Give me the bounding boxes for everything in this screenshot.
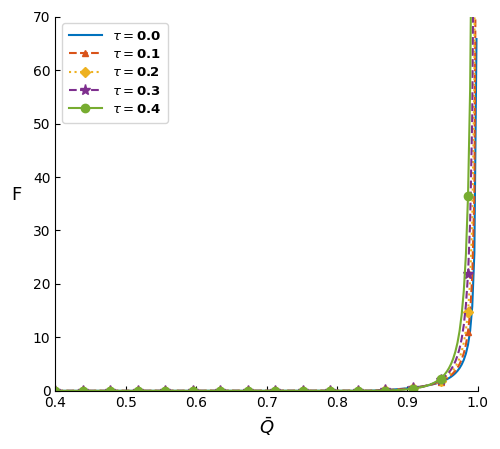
$\tau = \mathbf{0.1}$	[78, 388, 84, 394]
$\tau = \mathbf{0.1}$	[438, 379, 444, 384]
$\tau = \mathbf{0.3}$	[452, 359, 458, 364]
$\tau = \mathbf{0.2}$	[164, 388, 170, 394]
$\tau = \mathbf{0.0}$	[130, 388, 136, 394]
$\tau = \mathbf{0.1}$	[130, 388, 136, 394]
Line: $\tau = \mathbf{0.4}$: $\tau = \mathbf{0.4}$	[51, 0, 480, 395]
$\tau = \mathbf{0.4}$	[452, 349, 458, 355]
$\tau = \mathbf{0.2}$	[452, 365, 458, 370]
$\tau = \mathbf{0.2}$	[52, 388, 59, 394]
$\tau = \mathbf{0.0}$	[438, 379, 444, 385]
$\tau = \mathbf{0.3}$	[52, 388, 59, 394]
X-axis label: $\bar{Q}$: $\bar{Q}$	[259, 415, 274, 438]
$\tau = \mathbf{0.0}$	[78, 388, 84, 394]
Legend: $\tau = \mathbf{0.0}$, $\tau = \mathbf{0.1}$, $\tau = \mathbf{0.2}$, $\tau = \ma: $\tau = \mathbf{0.0}$, $\tau = \mathbf{0…	[62, 23, 168, 123]
$\tau = \mathbf{0.4}$	[78, 388, 84, 394]
Y-axis label: F: F	[11, 186, 22, 204]
$\tau = \mathbf{0.0}$	[164, 388, 170, 394]
Line: $\tau = \mathbf{0.3}$: $\tau = \mathbf{0.3}$	[50, 0, 482, 396]
$\tau = \mathbf{0.3}$	[164, 388, 170, 394]
$\tau = \mathbf{0.4}$	[70, 388, 75, 394]
$\tau = \mathbf{0.0}$	[452, 370, 458, 376]
$\tau = \mathbf{0.0}$	[70, 388, 75, 394]
$\tau = \mathbf{0.1}$	[164, 388, 170, 394]
$\tau = \mathbf{0.1}$	[52, 388, 59, 394]
$\tau = \mathbf{0.3}$	[438, 377, 444, 383]
$\tau = \mathbf{0.2}$	[70, 388, 75, 394]
$\tau = \mathbf{0.1}$	[452, 368, 458, 374]
Line: $\tau = \mathbf{0.1}$: $\tau = \mathbf{0.1}$	[52, 0, 480, 394]
$\tau = \mathbf{0.3}$	[70, 388, 75, 394]
$\tau = \mathbf{0.4}$	[130, 388, 136, 394]
$\tau = \mathbf{0.4}$	[438, 376, 444, 381]
$\tau = \mathbf{0.3}$	[78, 388, 84, 394]
$\tau = \mathbf{0.2}$	[130, 388, 136, 394]
$\tau = \mathbf{0.0}$	[52, 388, 59, 394]
$\tau = \mathbf{0.4}$	[164, 388, 170, 394]
Line: $\tau = \mathbf{0.2}$: $\tau = \mathbf{0.2}$	[52, 0, 480, 394]
$\tau = \mathbf{0.1}$	[70, 388, 75, 394]
$\tau = \mathbf{0.2}$	[78, 388, 84, 394]
$\tau = \mathbf{0.2}$	[438, 378, 444, 383]
Line: $\tau = \mathbf{0.0}$: $\tau = \mathbf{0.0}$	[56, 39, 476, 391]
$\tau = \mathbf{0.3}$	[130, 388, 136, 394]
$\tau = \mathbf{0.0}$	[474, 36, 480, 42]
$\tau = \mathbf{0.4}$	[52, 388, 59, 394]
